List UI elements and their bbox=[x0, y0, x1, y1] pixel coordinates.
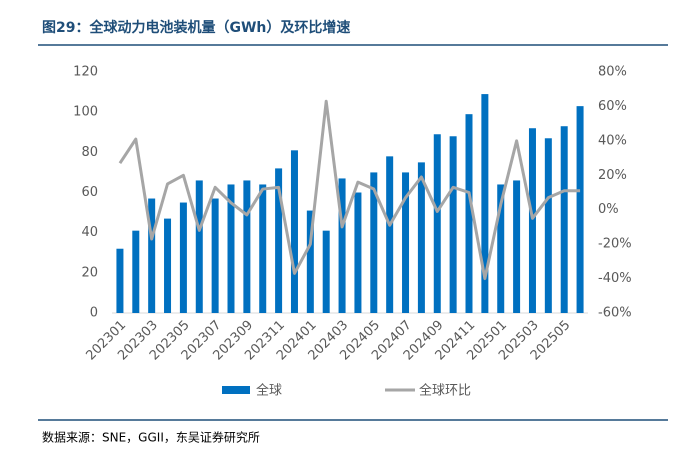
bar bbox=[338, 178, 346, 313]
bar bbox=[227, 184, 235, 313]
bar bbox=[402, 172, 410, 313]
y-tick-label: 60 bbox=[81, 185, 98, 200]
bar bbox=[275, 168, 283, 313]
bar bbox=[417, 162, 425, 313]
bar bbox=[179, 202, 187, 313]
bar bbox=[116, 248, 124, 313]
bar bbox=[449, 136, 457, 313]
bar bbox=[544, 138, 552, 313]
y-tick-label: 120 bbox=[73, 65, 98, 80]
bar bbox=[211, 198, 219, 313]
bar bbox=[195, 180, 203, 313]
bar bbox=[560, 126, 568, 313]
y-tick-label: 0 bbox=[90, 306, 98, 321]
y2-tick-label: -20% bbox=[598, 237, 632, 252]
bar bbox=[132, 230, 140, 313]
y2-tick-label: 20% bbox=[598, 168, 627, 183]
bar bbox=[576, 106, 584, 314]
bar bbox=[243, 180, 251, 313]
line bbox=[118, 99, 581, 281]
bar bbox=[433, 134, 441, 313]
bar bbox=[354, 192, 362, 313]
legend-label: 全球 bbox=[256, 383, 282, 399]
bar bbox=[481, 94, 489, 313]
y2-tick-label: -40% bbox=[598, 271, 632, 286]
y2-tick-label: -60% bbox=[598, 306, 632, 321]
bar bbox=[290, 150, 298, 313]
bar bbox=[370, 172, 378, 313]
bar bbox=[164, 218, 172, 313]
y2-tick-label: 40% bbox=[598, 133, 627, 148]
bar bbox=[513, 180, 521, 313]
bar bbox=[465, 114, 473, 313]
bar bbox=[386, 156, 394, 313]
y2-tick-label: 0% bbox=[598, 202, 619, 217]
bar bbox=[528, 128, 536, 313]
bar bbox=[259, 184, 267, 313]
y-tick-label: 20 bbox=[81, 265, 98, 280]
legend-label: 全球环比 bbox=[419, 383, 471, 399]
legend-swatch bbox=[222, 386, 250, 394]
y2-tick-label: 80% bbox=[598, 65, 627, 80]
chart-title: 图29：全球动力电池装机量（GWh）及环比增速 bbox=[42, 19, 350, 36]
y-tick-label: 100 bbox=[73, 105, 98, 120]
y-tick-label: 80 bbox=[81, 145, 98, 160]
bar bbox=[148, 198, 156, 313]
bar bbox=[322, 230, 330, 313]
bar bbox=[497, 184, 505, 313]
y-tick-label: 40 bbox=[81, 225, 98, 240]
y2-tick-label: 60% bbox=[598, 99, 627, 114]
source: 数据来源：SNE，GGII，东吴证券研究所 bbox=[42, 430, 260, 445]
bar bbox=[306, 210, 314, 313]
